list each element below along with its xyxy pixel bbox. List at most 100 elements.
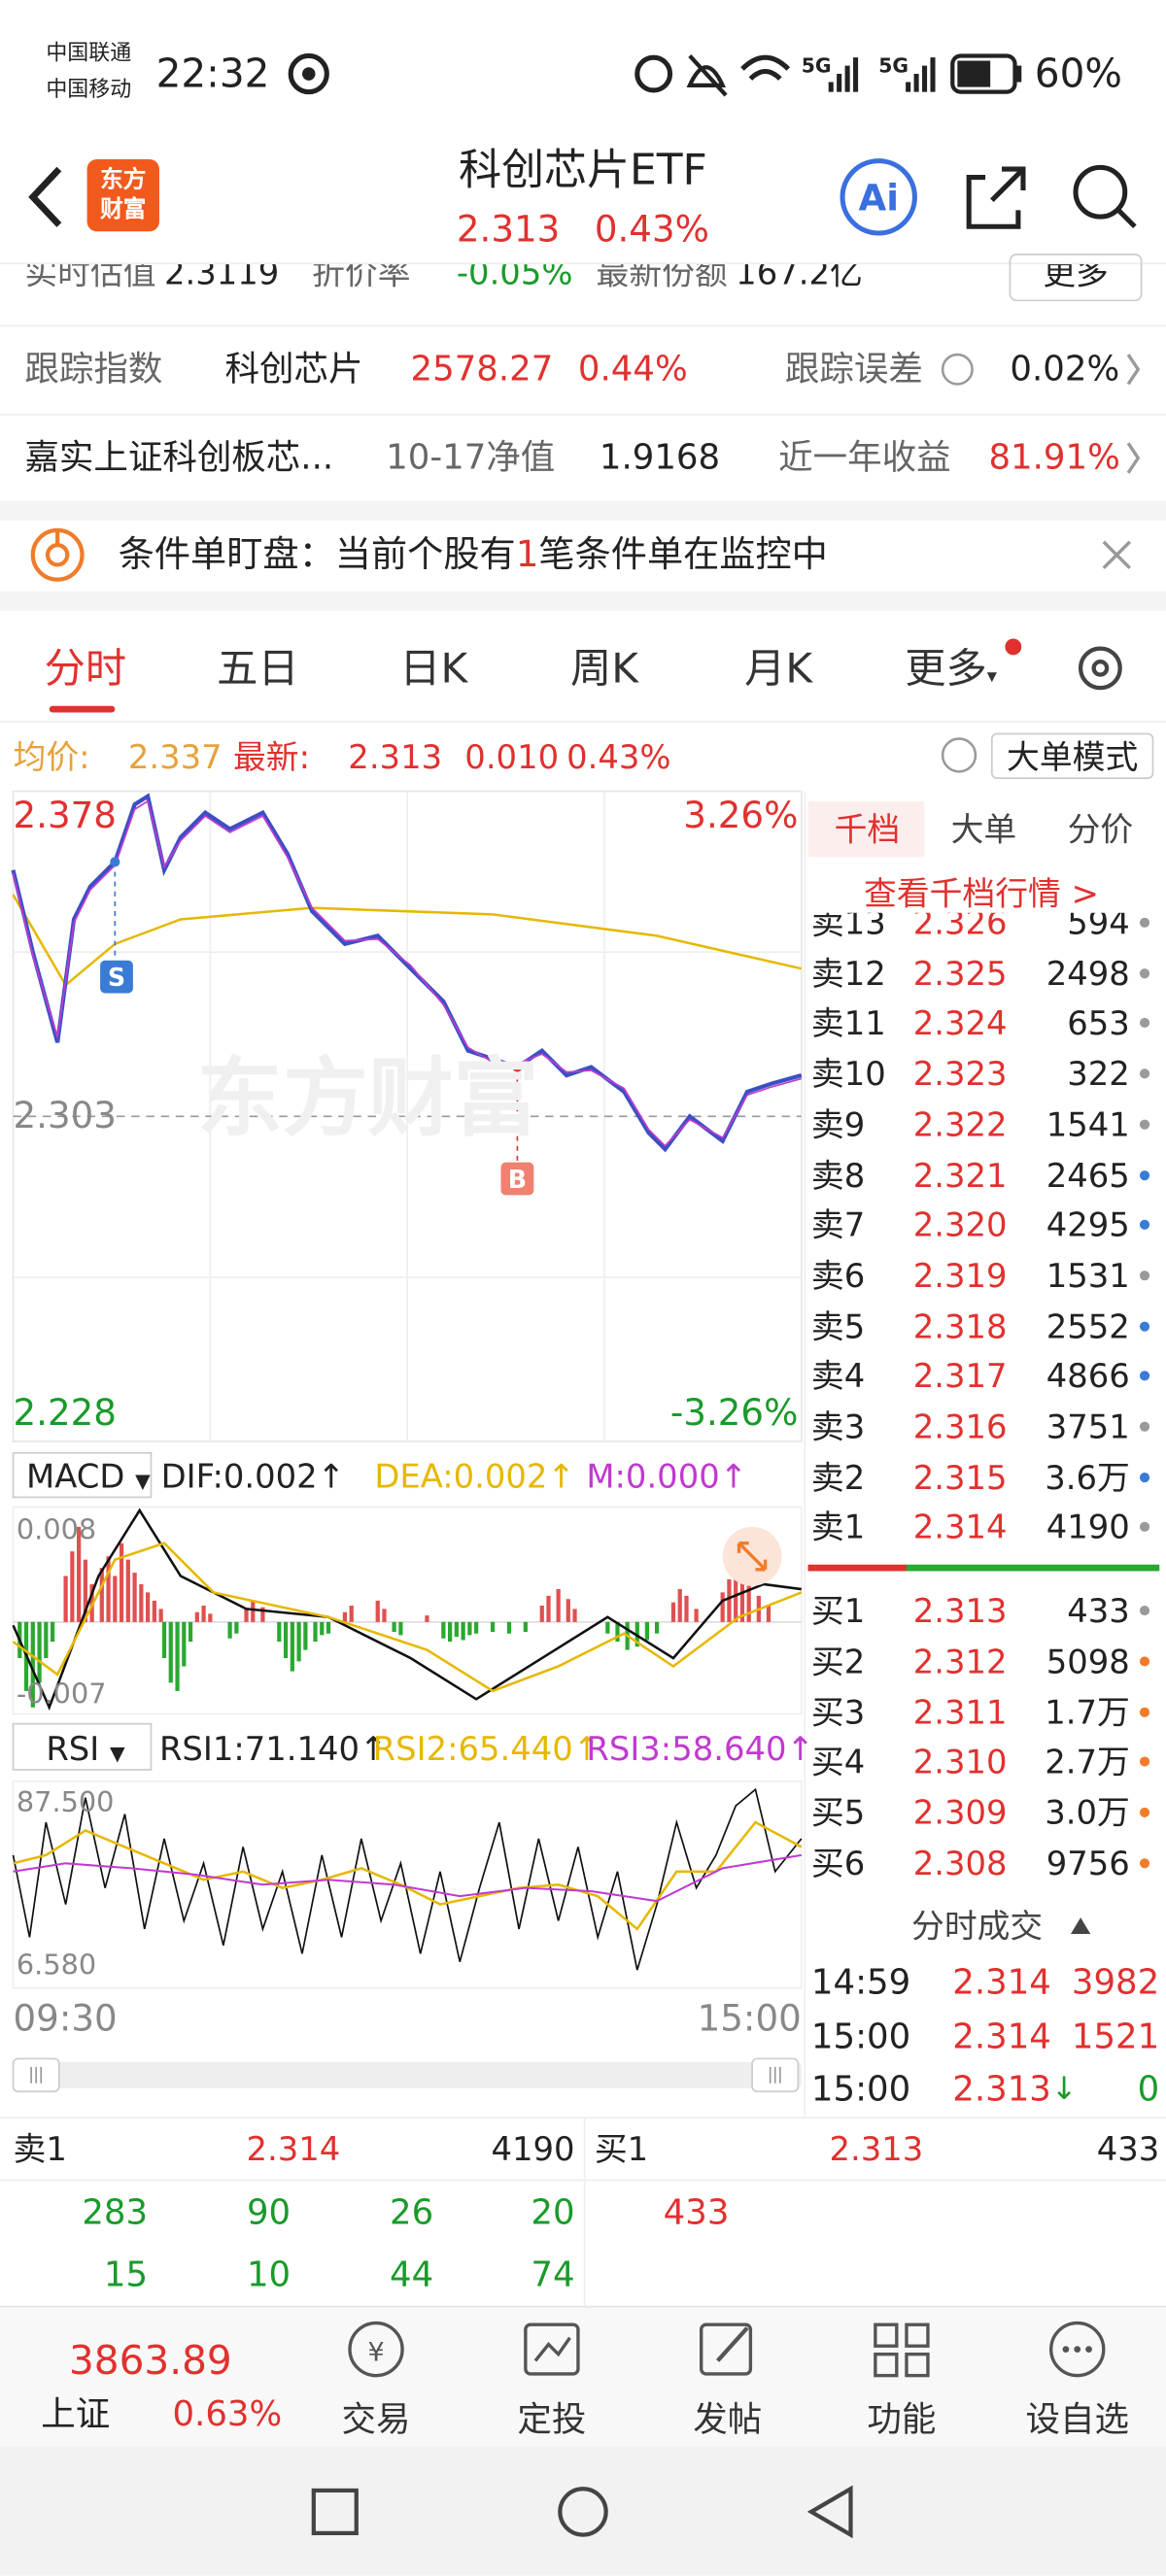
mode-button[interactable]: 大单模式 (1007, 736, 1139, 777)
ai-button[interactable] (840, 159, 916, 235)
trade-volume: 3982 (1071, 1962, 1160, 2003)
network: 5G (878, 53, 909, 78)
level-label: 买4 (810, 1742, 866, 1782)
level-label: 卖11 (810, 1003, 886, 1043)
carrier: 中国联通 (46, 42, 132, 67)
book-tab[interactable]: 千档 (834, 809, 901, 849)
level-dot (1139, 1068, 1150, 1079)
level-volume: 3.6万 (1045, 1457, 1130, 1497)
bid-list: 买1 2.313 433 买2 2.312 5098 买3 2.311 1.7万 买4 2.310 2… (805, 1576, 1166, 1888)
level-dot (1139, 1119, 1150, 1130)
label: 均价: (13, 736, 90, 777)
axis-label: 0.008 (16, 1514, 97, 1547)
change: 0.010 (464, 736, 560, 777)
level-volume: 1541 (1046, 1104, 1130, 1144)
level-dot (1139, 1656, 1150, 1667)
nav-item[interactable]: 发帖 (693, 2399, 763, 2439)
alert[interactable]: 条件单盯盘：当前个股有1笔条件单在监控中 (119, 538, 828, 574)
time-label: 15:00 (697, 1999, 802, 2041)
label: 卖1 (13, 2129, 67, 2169)
tab[interactable]: 分时 (44, 644, 127, 693)
level-volume: 653 (1067, 1003, 1130, 1043)
trade-price: 2.313 (952, 2069, 1051, 2109)
fund-name[interactable]: 嘉实上证科创板芯... (24, 437, 334, 477)
level-price: 2.323 (912, 1054, 1008, 1094)
tab[interactable]: 五日 (217, 644, 299, 693)
axis-label: 3.26% (683, 796, 799, 837)
level-dot (1139, 1320, 1150, 1332)
level-label: 卖13 (810, 912, 886, 943)
value: 2.3119 (164, 264, 280, 292)
tab[interactable]: 日K (399, 644, 468, 693)
book-link[interactable]: 查看千档行情 > (864, 873, 1099, 913)
level-price: 2.319 (912, 1255, 1008, 1296)
level-dot (1139, 1707, 1150, 1717)
book-tab[interactable]: 大单 (950, 809, 1017, 849)
nav-item[interactable]: 交易 (341, 2399, 411, 2439)
level-label: 卖12 (810, 953, 886, 994)
tab[interactable]: 月K (744, 644, 813, 693)
level-price: 2.314 (912, 1508, 1008, 1547)
order-size: 10 (246, 2254, 292, 2294)
level-price: 2.318 (912, 1305, 1008, 1346)
indicator-select[interactable]: MACD ▼ (26, 1456, 151, 1496)
label: 10-17净值 (386, 437, 556, 477)
level-volume: 4190 (1046, 1508, 1130, 1547)
level-dot (1139, 1018, 1150, 1029)
time-label: 09:30 (13, 1999, 118, 2041)
search-button[interactable] (1071, 164, 1137, 230)
index-value[interactable]: 3863.89 (68, 2337, 232, 2385)
clock: 22:32 (155, 51, 270, 97)
trade-marker[interactable]: B (507, 1165, 528, 1195)
axis-label: 2.303 (13, 1097, 117, 1138)
indicator-select[interactable]: RSI ▼ (46, 1728, 125, 1769)
index-name: 科创芯片 (224, 349, 363, 389)
trade-time: 15:00 (810, 2016, 911, 2056)
back-button[interactable] (24, 164, 70, 230)
tab[interactable]: 更多▾ (905, 644, 997, 693)
level-volume: 4866 (1046, 1356, 1130, 1397)
label: 最新: (233, 736, 311, 777)
level-price: 2.311 (912, 1691, 1008, 1732)
level-label: 买3 (810, 1691, 866, 1732)
ask-list: 卖13 2.326 594 卖12 2.325 2498 卖11 2.324 653 卖10 2.3… (805, 913, 1166, 1563)
level-label: 买1 (810, 1590, 866, 1631)
level-dot (1139, 1808, 1150, 1818)
level-volume: 9756 (1046, 1844, 1130, 1883)
level-dot (1139, 1371, 1150, 1381)
trade-time: 14:59 (810, 1962, 911, 2003)
level-dot (1139, 1757, 1150, 1768)
level-volume: 1531 (1046, 1255, 1130, 1296)
trade-volume: 1521 (1071, 2016, 1160, 2056)
level-dot (1139, 1522, 1150, 1533)
level-price: 2.320 (912, 1204, 1008, 1245)
nav-item[interactable]: 设自选 (1025, 2399, 1129, 2439)
level-label: 卖8 (810, 1155, 866, 1195)
share-button[interactable] (961, 164, 1027, 230)
level-label: 卖6 (810, 1255, 866, 1296)
axis-label: 87.500 (16, 1786, 115, 1820)
price: 2.313 (456, 210, 561, 252)
level-dot (1139, 917, 1150, 928)
logo: 财富 (100, 196, 147, 223)
more-button[interactable]: 更多 (1043, 264, 1109, 292)
trade-marker[interactable]: S (107, 963, 126, 993)
order-size: 26 (390, 2192, 434, 2232)
level-label: 卖7 (810, 1204, 866, 1245)
axis-label: 2.228 (13, 1393, 117, 1436)
label: 跟踪指数 (24, 349, 163, 389)
book-tab[interactable]: 分价 (1067, 809, 1134, 849)
level-label: 买5 (810, 1792, 866, 1833)
level-dot (1139, 1858, 1150, 1869)
level-volume: 3.0万 (1045, 1792, 1130, 1833)
indicator-value: RSI3:58.640↑ (586, 1728, 814, 1769)
trades-title[interactable]: 分时成交 (911, 1906, 1044, 1946)
axis-label: -0.007 (16, 1678, 107, 1712)
level-dot (1139, 1605, 1150, 1616)
trade-price: 2.314 (952, 1962, 1051, 2003)
nav-item[interactable]: 定投 (517, 2399, 587, 2439)
tab[interactable]: 周K (569, 644, 638, 693)
order-size: 433 (663, 2192, 730, 2232)
level-volume: 322 (1067, 1054, 1130, 1094)
nav-item[interactable]: 功能 (867, 2399, 937, 2439)
